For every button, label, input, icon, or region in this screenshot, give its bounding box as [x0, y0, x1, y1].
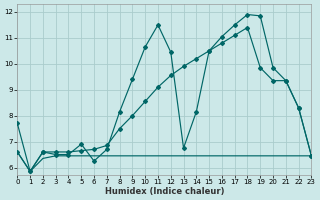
X-axis label: Humidex (Indice chaleur): Humidex (Indice chaleur) [105, 187, 224, 196]
